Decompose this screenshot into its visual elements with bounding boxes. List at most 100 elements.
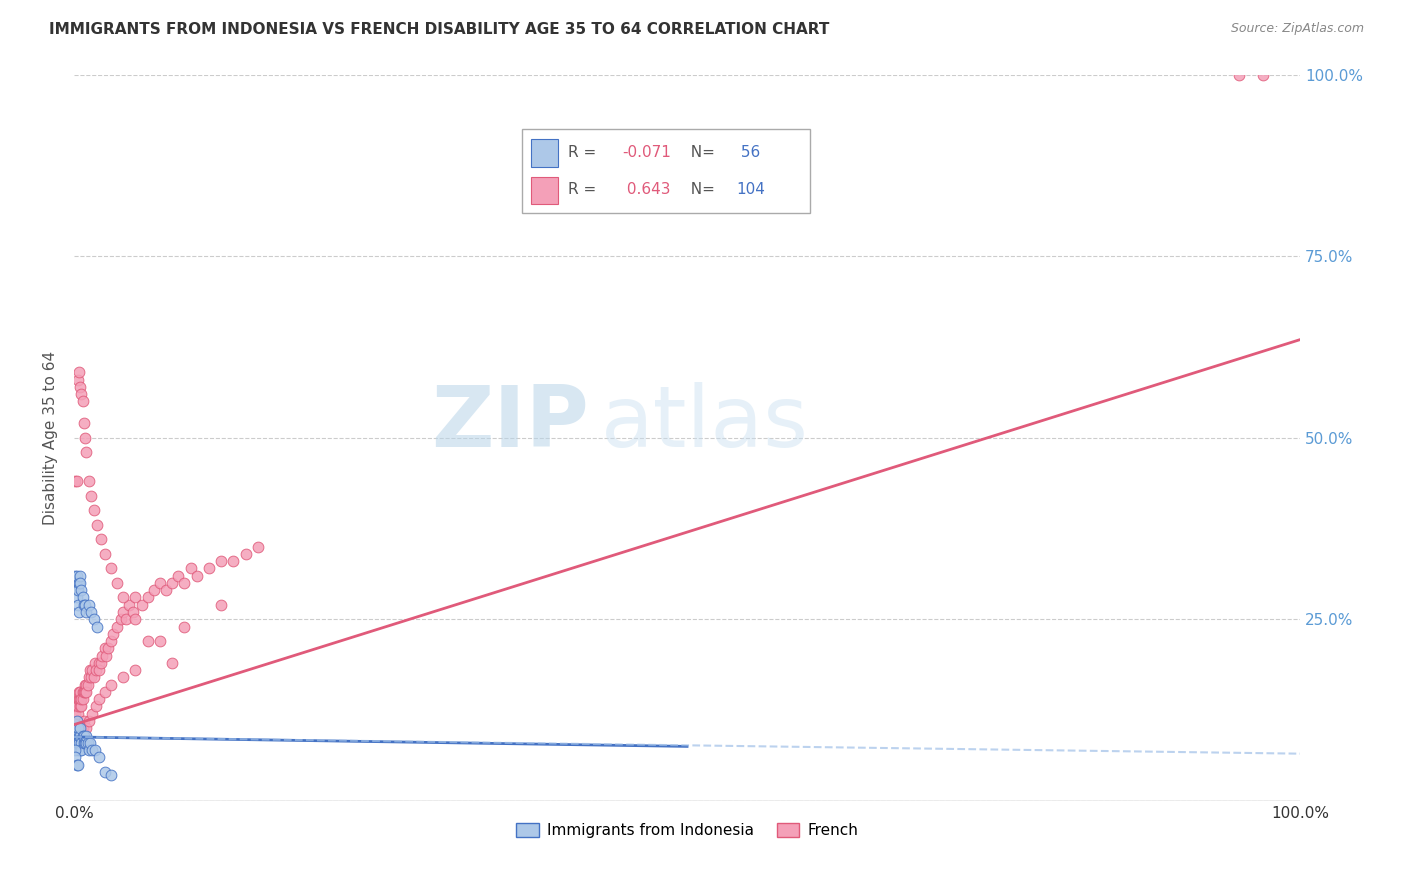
Point (131, 598, 153, 612)
Point (66, 591, 89, 605)
Text: R =: R = (568, 182, 602, 196)
Point (142, 583, 165, 598)
Point (69, 743, 91, 757)
Point (73, 416, 96, 430)
Point (76, 736, 98, 750)
Point (173, 619, 195, 633)
Point (65, 750, 87, 764)
Point (93, 764, 115, 779)
Point (186, 568, 208, 582)
Point (65, 475, 87, 489)
Point (80, 605, 103, 619)
Point (67, 605, 90, 619)
Text: IMMIGRANTS FROM INDONESIA VS FRENCH DISABILITY AGE 35 TO 64 CORRELATION CHART: IMMIGRANTS FROM INDONESIA VS FRENCH DISA… (49, 22, 830, 37)
Point (90, 533, 112, 547)
Text: ZIP: ZIP (432, 382, 589, 465)
Legend: Immigrants from Indonesia, French: Immigrants from Indonesia, French (510, 817, 865, 844)
Point (69, 692, 91, 706)
Point (69, 729, 91, 743)
FancyBboxPatch shape (522, 129, 810, 212)
Point (65, 714, 87, 728)
Point (65, 721, 87, 735)
Point (100, 768, 122, 782)
Text: 0.643: 0.643 (621, 182, 671, 196)
Point (72, 729, 94, 743)
Point (93, 641, 115, 656)
Point (67, 685, 90, 699)
Point (73, 598, 96, 612)
Point (84, 743, 107, 757)
Point (67, 365, 90, 379)
Point (97, 641, 120, 656)
Text: Source: ZipAtlas.com: Source: ZipAtlas.com (1230, 22, 1364, 36)
Point (67, 576, 90, 591)
Bar (531, 139, 558, 167)
Point (105, 619, 128, 633)
Point (66, 583, 89, 598)
Point (86, 517, 108, 532)
Text: N=: N= (681, 145, 720, 160)
Point (155, 583, 177, 598)
Point (75, 605, 97, 619)
Point (66, 373, 89, 387)
Point (80, 489, 103, 503)
Point (75, 721, 97, 735)
Point (1251, 68, 1274, 82)
Point (72, 591, 94, 605)
Point (180, 561, 202, 575)
Point (66, 692, 89, 706)
Point (69, 685, 91, 699)
Point (112, 591, 135, 605)
Point (82, 706, 104, 721)
Text: -0.071: -0.071 (621, 145, 671, 160)
Point (75, 445, 97, 459)
Point (65, 583, 87, 598)
Point (73, 714, 96, 728)
Point (114, 612, 136, 626)
Point (67, 692, 90, 706)
Point (65, 568, 87, 582)
Text: R =: R = (568, 145, 602, 160)
Point (83, 670, 105, 684)
Point (75, 736, 97, 750)
Point (66, 757, 89, 772)
Point (63, 743, 86, 757)
Point (112, 670, 135, 684)
Point (76, 678, 98, 692)
Point (72, 394, 94, 409)
Point (100, 678, 122, 692)
Point (77, 714, 100, 728)
Point (149, 634, 172, 648)
Point (84, 663, 107, 677)
Point (93, 547, 115, 561)
Point (65, 736, 87, 750)
Point (66, 736, 89, 750)
Point (112, 605, 135, 619)
Point (83, 503, 105, 517)
Point (105, 576, 128, 591)
Point (65, 736, 87, 750)
Point (67, 736, 90, 750)
Point (70, 729, 93, 743)
Point (77, 598, 100, 612)
Point (90, 656, 112, 670)
Point (124, 591, 146, 605)
Point (209, 554, 232, 568)
Point (65, 475, 87, 489)
Point (69, 721, 91, 735)
Point (84, 699, 107, 714)
Point (73, 685, 96, 699)
Point (91, 648, 114, 663)
Point (65, 706, 87, 721)
Point (94, 648, 117, 663)
Point (67, 736, 90, 750)
Point (149, 576, 172, 591)
Point (66, 729, 89, 743)
Point (198, 561, 221, 575)
Text: 56: 56 (737, 145, 761, 160)
Point (87, 750, 110, 764)
Point (66, 699, 89, 714)
Point (82, 743, 104, 757)
Point (86, 619, 108, 633)
Point (246, 540, 269, 554)
